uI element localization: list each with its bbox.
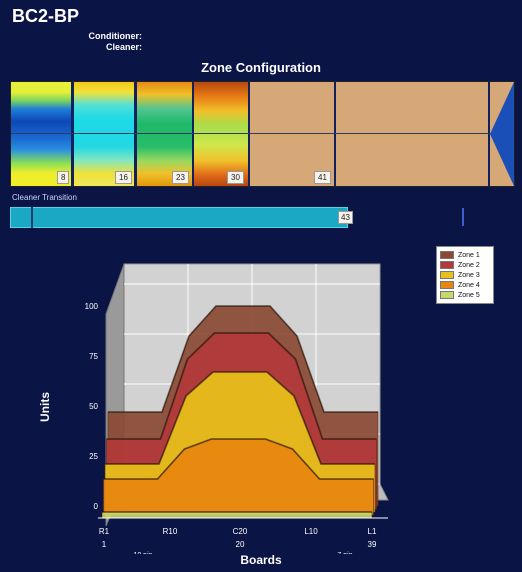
legend-item-2: Zone 2 xyxy=(440,260,490,270)
x-tick-label: L1 xyxy=(368,527,377,536)
y-tick-label: 100 xyxy=(85,302,99,311)
zone-marker-2: 16 xyxy=(115,171,132,184)
zone-marker-4: 30 xyxy=(227,171,244,184)
y-tick-label: 50 xyxy=(89,402,98,411)
legend-item-1: Zone 1 xyxy=(440,250,490,260)
x-tick-label: C20 xyxy=(233,527,248,536)
legend-swatch xyxy=(440,261,454,269)
zone-marker-3: 23 xyxy=(172,171,189,184)
chart-legend: Zone 1 Zone 2 Zone 3 Zone 4 Zone 5 xyxy=(436,246,494,304)
legend-item-4: Zone 4 xyxy=(440,280,490,290)
zone-marker-1: 8 xyxy=(57,171,70,184)
zone-block-3[interactable] xyxy=(137,82,192,186)
series-ridge-1 xyxy=(108,305,378,413)
legend-swatch xyxy=(440,281,454,289)
zone-configuration-title: Zone Configuration xyxy=(201,60,321,75)
zone-block-1[interactable] xyxy=(11,82,71,186)
y-tick-label: 25 xyxy=(89,452,98,461)
x-annotation: 7 pin xyxy=(337,552,352,554)
wedge-icon xyxy=(490,82,514,186)
series-ridge-4 xyxy=(103,438,374,480)
cleaner-transition-tick xyxy=(462,208,464,226)
cleaner-label: Cleaner: xyxy=(105,42,142,52)
zone-block-4[interactable] xyxy=(194,82,248,186)
x-tick-label: R1 xyxy=(99,527,110,536)
legend-swatch xyxy=(440,271,454,279)
legend-label: Zone 4 xyxy=(458,281,480,289)
zone-marker-5: 41 xyxy=(314,171,331,184)
conditioner-label: Conditioner: xyxy=(88,31,143,41)
x-tick-number: 20 xyxy=(236,540,245,549)
x-tick-number: 1 xyxy=(102,540,107,549)
x-tick-number: 39 xyxy=(368,540,377,549)
series-area-4 xyxy=(103,438,374,516)
zone-midline xyxy=(11,133,514,134)
y-axis-label: Units xyxy=(38,392,52,422)
x-axis-label: Boards xyxy=(240,553,282,567)
zone-block-2[interactable] xyxy=(74,82,134,186)
cleaner-transition-marker xyxy=(31,207,33,228)
cleaner-transition-label: Cleaner Transition xyxy=(12,193,77,202)
zone-block-6[interactable] xyxy=(336,82,488,186)
legend-label: Zone 3 xyxy=(458,271,480,279)
legend-item-5: Zone 5 xyxy=(440,290,490,300)
series-area-5 xyxy=(101,511,373,519)
app-title: BC2-BP xyxy=(12,6,80,26)
y-tick-label: 75 xyxy=(89,352,98,361)
y-tick-label: 0 xyxy=(94,502,99,511)
cleaner-transition-bar[interactable] xyxy=(10,207,348,228)
zone-block-5[interactable] xyxy=(250,82,334,186)
legend-swatch xyxy=(440,251,454,259)
zone-configuration-panel: 8 16 23 30 41 xyxy=(10,81,515,187)
x-tick-label: R10 xyxy=(163,527,178,536)
legend-label: Zone 5 xyxy=(458,291,480,299)
legend-item-3: Zone 3 xyxy=(440,270,490,280)
legend-label: Zone 2 xyxy=(458,261,480,269)
series-ridge-3 xyxy=(105,371,375,465)
zone-units-chart: 0 25 50 75 100 R1 R10 C20 L10 L1 1 20 39 10 pin 7 pin xyxy=(85,263,389,554)
series-ridge-2 xyxy=(106,332,377,440)
x-tick-label: L10 xyxy=(304,527,318,536)
x-annotation: 10 pin xyxy=(133,552,152,554)
legend-swatch xyxy=(440,291,454,299)
legend-label: Zone 1 xyxy=(458,251,480,259)
cleaner-transition-value: 43 xyxy=(338,211,353,224)
